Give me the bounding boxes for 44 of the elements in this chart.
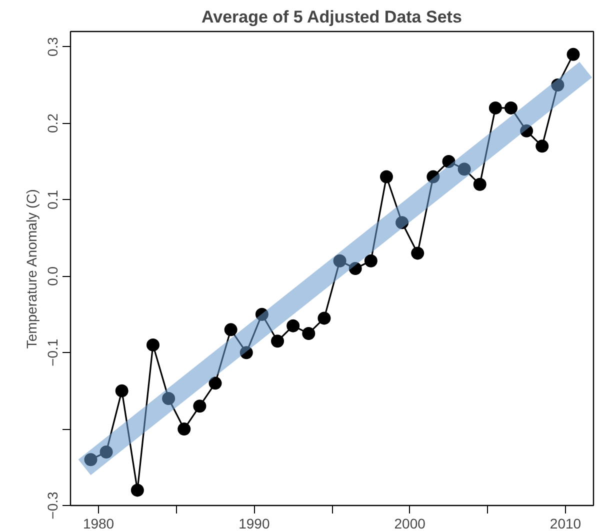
point [100,445,113,458]
point [426,170,440,184]
point [504,101,518,114]
point [348,262,362,275]
point [240,346,253,360]
point [208,376,222,390]
point [364,254,378,268]
point [380,170,393,184]
chart-title: Average of 5 Adjusted Data Sets [201,8,462,26]
x-tick-label: 2010 [550,516,582,531]
y-tick-label: 0.1 [44,190,60,210]
point [224,323,238,336]
y-tick-label: 0.2 [44,113,60,133]
y-tick-label: 0.3 [44,36,60,57]
point [551,78,564,92]
point [411,246,424,260]
x-tick-label: 2000 [394,516,426,531]
point [193,400,206,413]
point [488,101,502,114]
point [536,140,549,153]
point [130,484,144,497]
point [333,254,346,268]
point [84,453,98,466]
point [396,216,409,230]
point [473,178,486,191]
y-tick-label: 0.0 [44,266,60,286]
point [302,326,316,340]
y-tick-label: −0.1 [44,338,60,366]
x-tick-label: 1990 [238,516,270,531]
y-axis-title: Temperature Anomaly (C) [24,189,40,349]
point [520,124,534,138]
point [442,154,456,168]
point [115,384,128,398]
point [146,338,160,352]
point [286,319,300,332]
point [271,334,284,348]
point [162,392,176,405]
y-tick-label: −0.3 [44,491,60,520]
x-tick-label: 1980 [82,516,114,531]
point [566,48,580,61]
point [458,162,471,176]
point [178,422,191,436]
point [255,308,268,321]
point [318,312,331,325]
